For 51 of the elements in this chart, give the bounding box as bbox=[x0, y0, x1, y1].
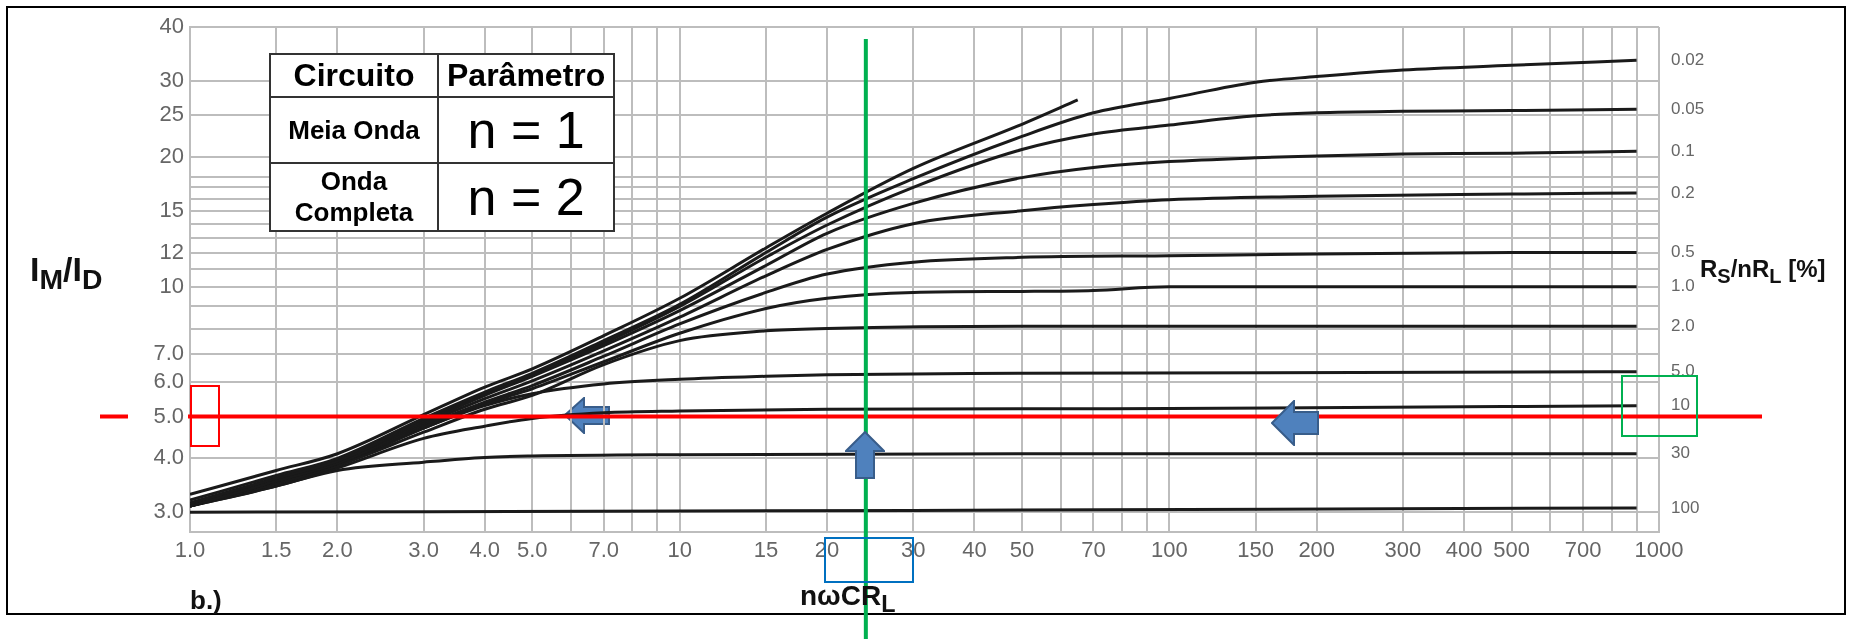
annotation: n = 1 bbox=[438, 97, 615, 163]
y-tick-label: 15 bbox=[159, 196, 184, 222]
x-tick-label: 4.0 bbox=[469, 537, 501, 563]
y-tick-label: 4.0 bbox=[153, 444, 184, 470]
x-tick-label: 400 bbox=[1445, 537, 1483, 563]
legend-title: R$_{S}$/nR$_{L}$ [%] bbox=[1700, 255, 1826, 288]
x-tick-label: 1.5 bbox=[260, 537, 292, 563]
x-tick-label: 10 bbox=[667, 537, 692, 563]
y-tick-label: 40 bbox=[159, 13, 184, 39]
x-tick-label: 15 bbox=[753, 537, 779, 563]
text: 0.5 bbox=[1671, 242, 1695, 262]
text: 10 bbox=[1671, 395, 1690, 415]
y-axis-title: I$_{M}$/I$_{D}$ bbox=[30, 250, 103, 296]
annotation: Circuito bbox=[270, 54, 438, 97]
x-tick-label: 3.0 bbox=[408, 537, 439, 563]
y-tick-label: 10 bbox=[159, 272, 184, 298]
annotation: Meia Onda bbox=[270, 97, 438, 163]
x-tick-label: 100 bbox=[1150, 537, 1188, 563]
y-tick-label: 7.0 bbox=[153, 339, 184, 365]
annotation: n = 2 bbox=[438, 163, 615, 231]
x-tick-label: 700 bbox=[1564, 537, 1602, 563]
x-tick-label: 5.0 bbox=[516, 537, 548, 563]
annotation: Onda Completa bbox=[270, 163, 438, 231]
y-tick-label: 6.0 bbox=[153, 368, 184, 394]
y-tick-label: 12 bbox=[159, 238, 184, 264]
text: 0.1 bbox=[1671, 141, 1695, 160]
text: b.) bbox=[190, 585, 222, 616]
x-tick-label: 1.0 bbox=[174, 537, 206, 563]
text: 1.0 bbox=[1671, 276, 1695, 296]
x-tick-label: 300 bbox=[1384, 537, 1422, 563]
y-tick-label: 30 bbox=[159, 66, 184, 92]
x-tick-label: 500 bbox=[1493, 537, 1530, 563]
y-tick-label: 3.0 bbox=[153, 498, 184, 524]
y-tick-label: 25 bbox=[159, 101, 184, 127]
x-tick-label: 200 bbox=[1298, 537, 1336, 563]
annotation: Parâmetro bbox=[438, 54, 615, 97]
x-tick-label: 50 bbox=[1009, 537, 1035, 563]
x-tick-label: 150 bbox=[1237, 537, 1274, 563]
text: 100 bbox=[1671, 497, 1700, 517]
y-tick-label: 5.0 bbox=[153, 402, 184, 428]
x-tick-label: 7.0 bbox=[588, 537, 620, 563]
text: 0.2 bbox=[1671, 182, 1695, 202]
x-tick-label: 40 bbox=[962, 537, 987, 563]
text: 2.0 bbox=[1671, 315, 1695, 335]
x-tick-label: 1000 bbox=[1634, 537, 1684, 563]
x-tick-label: 2.0 bbox=[322, 537, 353, 563]
y-tick-label: 20 bbox=[159, 142, 184, 168]
text: 0.05 bbox=[1671, 98, 1705, 118]
text: 0.02 bbox=[1671, 49, 1705, 69]
x-tick-label: 70 bbox=[1081, 537, 1106, 563]
text: 30 bbox=[1671, 443, 1690, 463]
